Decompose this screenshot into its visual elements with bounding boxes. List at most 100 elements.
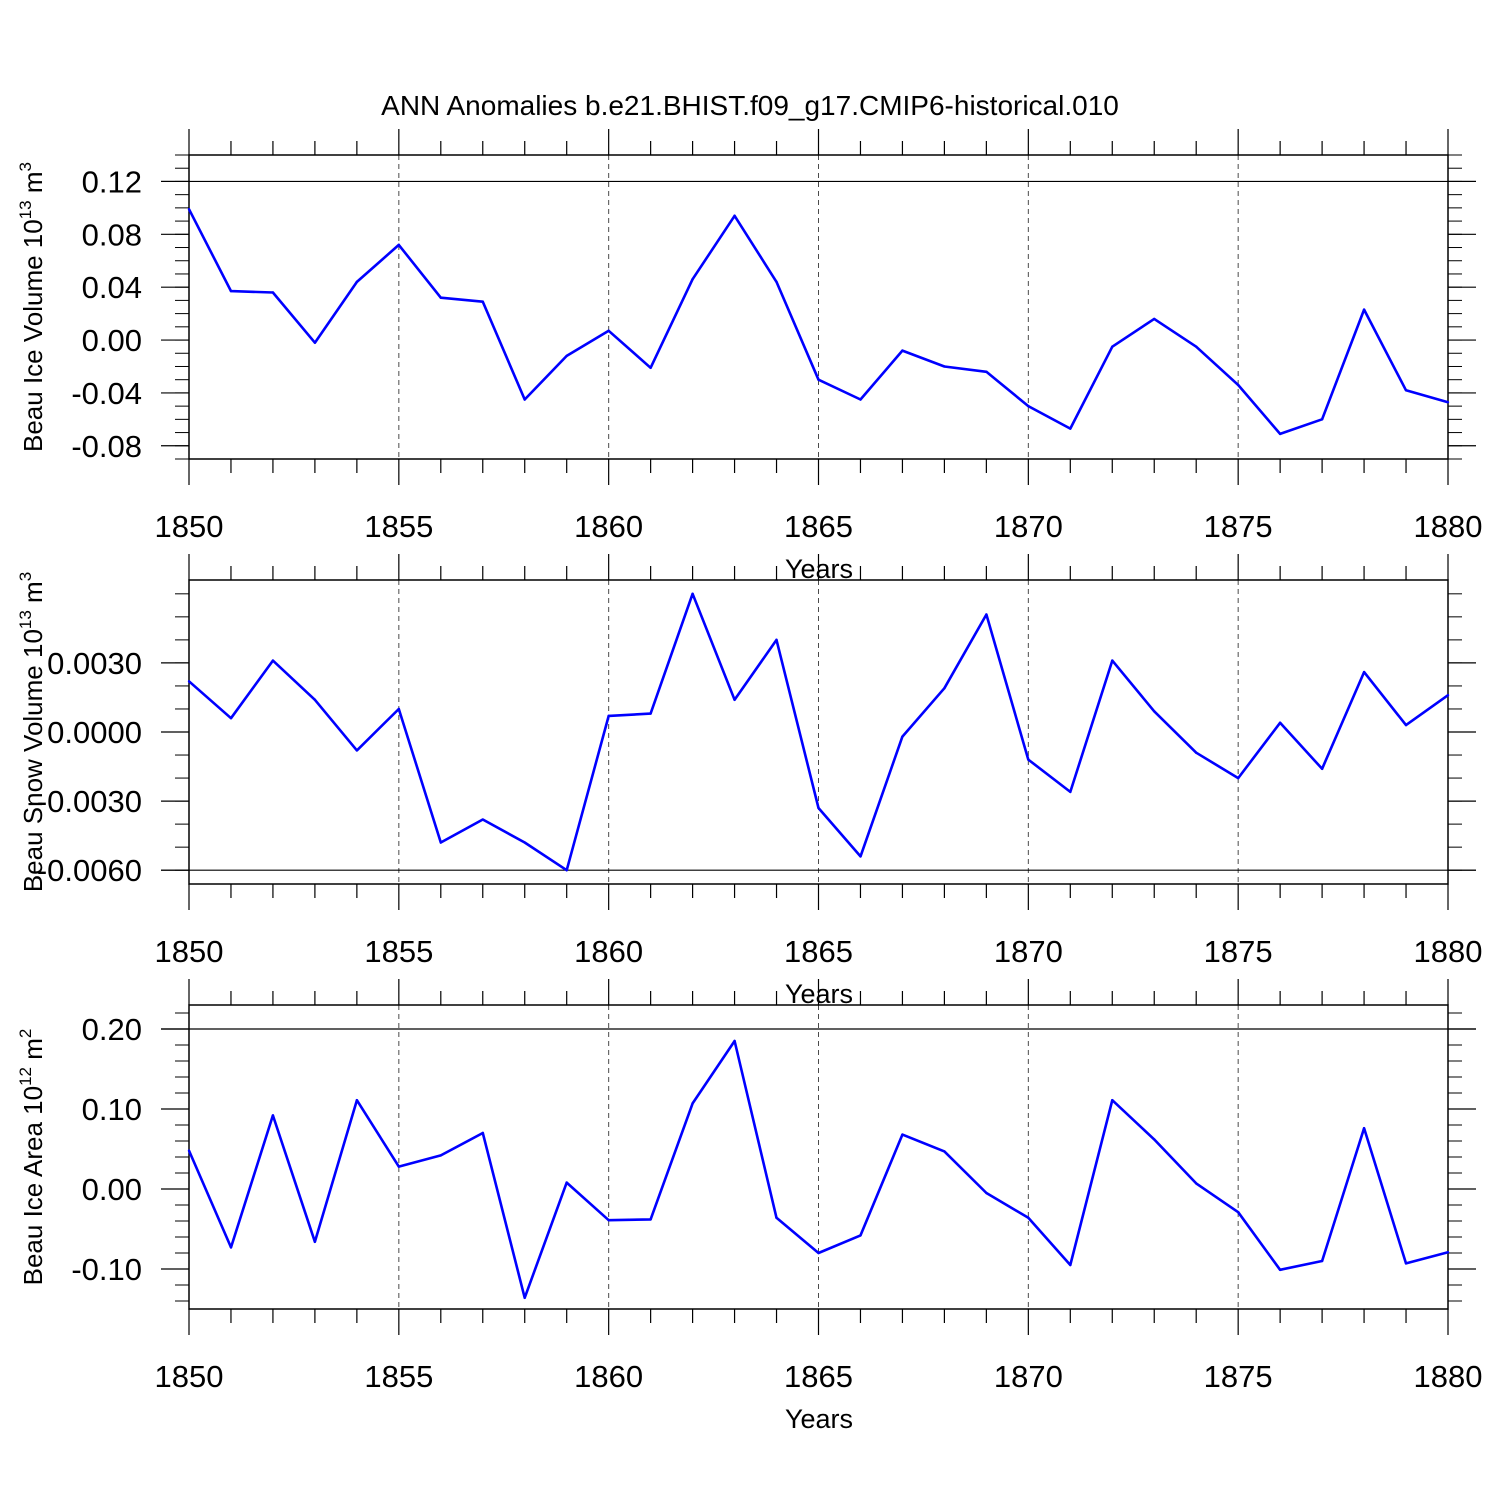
data-point xyxy=(691,278,694,281)
data-point xyxy=(901,1133,904,1136)
data-point xyxy=(229,1246,233,1249)
y-tick-label: 0.10 xyxy=(82,1092,142,1127)
data-point xyxy=(1320,1259,1324,1263)
data-point xyxy=(355,1099,359,1102)
data-point xyxy=(1278,721,1282,724)
data-point xyxy=(1195,345,1198,348)
data-point xyxy=(1236,1211,1240,1214)
data-point xyxy=(985,613,988,616)
data-point xyxy=(355,280,359,284)
x-tick-label: 1860 xyxy=(574,934,643,969)
data-point xyxy=(733,698,736,701)
chart-title: ANN Anomalies b.e21.BHIST.f09_g17.CMIP6-… xyxy=(381,90,1119,121)
data-point xyxy=(1320,418,1324,421)
data-point xyxy=(271,1114,275,1117)
x-tick-label: 1850 xyxy=(155,934,224,969)
data-point xyxy=(1069,1263,1072,1267)
x-axis-label: Years xyxy=(785,1404,853,1434)
data-point xyxy=(439,296,442,299)
data-point xyxy=(1195,1182,1198,1185)
data-point xyxy=(859,855,862,858)
data-point xyxy=(187,207,191,211)
data-point xyxy=(523,398,526,401)
data-point xyxy=(1404,1262,1408,1265)
data-point xyxy=(313,698,317,701)
data-point xyxy=(1320,767,1324,771)
y-tick-label: 0.0000 xyxy=(47,715,142,750)
data-point xyxy=(691,592,694,596)
x-tick-label: 1880 xyxy=(1414,509,1483,544)
data-point xyxy=(1069,427,1072,430)
y-tick-label: 0.04 xyxy=(82,270,142,305)
data-point xyxy=(397,1165,401,1168)
data-point xyxy=(397,243,401,247)
data-point xyxy=(1278,1268,1282,1272)
x-tick-label: 1875 xyxy=(1204,1359,1273,1394)
x-tick-label: 1870 xyxy=(994,934,1063,969)
data-point xyxy=(355,749,359,752)
data-point xyxy=(1362,670,1366,674)
data-point xyxy=(1278,432,1282,436)
data-point xyxy=(817,806,820,810)
data-point xyxy=(523,841,526,844)
x-tick-label: 1860 xyxy=(574,1359,643,1394)
data-point xyxy=(481,1131,484,1135)
data-point xyxy=(1111,659,1114,662)
data-point xyxy=(1153,317,1156,321)
data-point xyxy=(775,1216,778,1220)
data-point xyxy=(733,214,736,217)
y-tick-label: 0.00 xyxy=(82,323,142,358)
data-point xyxy=(1153,710,1156,713)
y-tick-label: -0.0060 xyxy=(37,853,142,888)
data-point xyxy=(523,1296,526,1300)
data-point xyxy=(1446,1251,1450,1254)
y-tick-label: 0.12 xyxy=(82,164,142,199)
data-point xyxy=(229,289,233,293)
data-point xyxy=(271,659,275,662)
x-tick-label: 1865 xyxy=(784,1359,853,1394)
data-point xyxy=(649,712,652,715)
x-tick-label: 1875 xyxy=(1204,509,1273,544)
data-point xyxy=(1111,345,1114,348)
data-point xyxy=(439,1154,442,1157)
y-tick-label: 0.20 xyxy=(82,1012,142,1047)
y-tick-label: 0.0030 xyxy=(47,646,142,681)
data-point xyxy=(439,841,442,844)
x-tick-label: 1860 xyxy=(574,509,643,544)
y-axis-label: Beau Snow Volume 1013 m3 xyxy=(16,572,48,892)
data-point xyxy=(817,378,820,381)
data-point xyxy=(943,365,946,368)
data-point xyxy=(943,1150,946,1153)
data-point xyxy=(733,1039,736,1043)
data-point xyxy=(565,1181,568,1184)
y-tick-label: -0.08 xyxy=(71,429,142,464)
data-point xyxy=(901,349,904,352)
x-tick-label: 1880 xyxy=(1414,1359,1483,1394)
data-point xyxy=(1069,790,1072,794)
data-point xyxy=(313,1240,317,1244)
x-tick-label: 1865 xyxy=(784,934,853,969)
y-tick-label: 0.00 xyxy=(82,1172,142,1207)
x-tick-label: 1870 xyxy=(994,509,1063,544)
data-point xyxy=(1362,308,1366,311)
data-point xyxy=(1446,693,1450,697)
y-tick-label: 0.08 xyxy=(82,217,142,252)
panel-snow-volume: 0.0030 0.0000 -0.0030 -0.0060 1850 1855 1860 18… xyxy=(16,554,1482,1009)
data-point xyxy=(1195,751,1198,754)
x-tick-label: 1850 xyxy=(155,1359,224,1394)
data-point xyxy=(1404,389,1408,392)
x-tick-label: 1855 xyxy=(364,934,433,969)
data-point xyxy=(1153,1138,1156,1141)
data-point xyxy=(859,1234,862,1237)
data-point xyxy=(1027,404,1030,408)
data-point xyxy=(1404,723,1408,727)
data-point xyxy=(607,329,610,332)
data-point xyxy=(271,291,275,294)
data-point xyxy=(943,687,946,690)
x-tick-label: 1850 xyxy=(155,509,224,544)
panel-ice-volume: 0.12 0.08 0.04 0.00 -0.04 -0.08 1850 1855 1860 18… xyxy=(16,129,1482,584)
data-point xyxy=(481,300,484,303)
y-axis-label: Beau Ice Volume 1013 m3 xyxy=(16,162,48,452)
data-point xyxy=(1027,1216,1030,1220)
